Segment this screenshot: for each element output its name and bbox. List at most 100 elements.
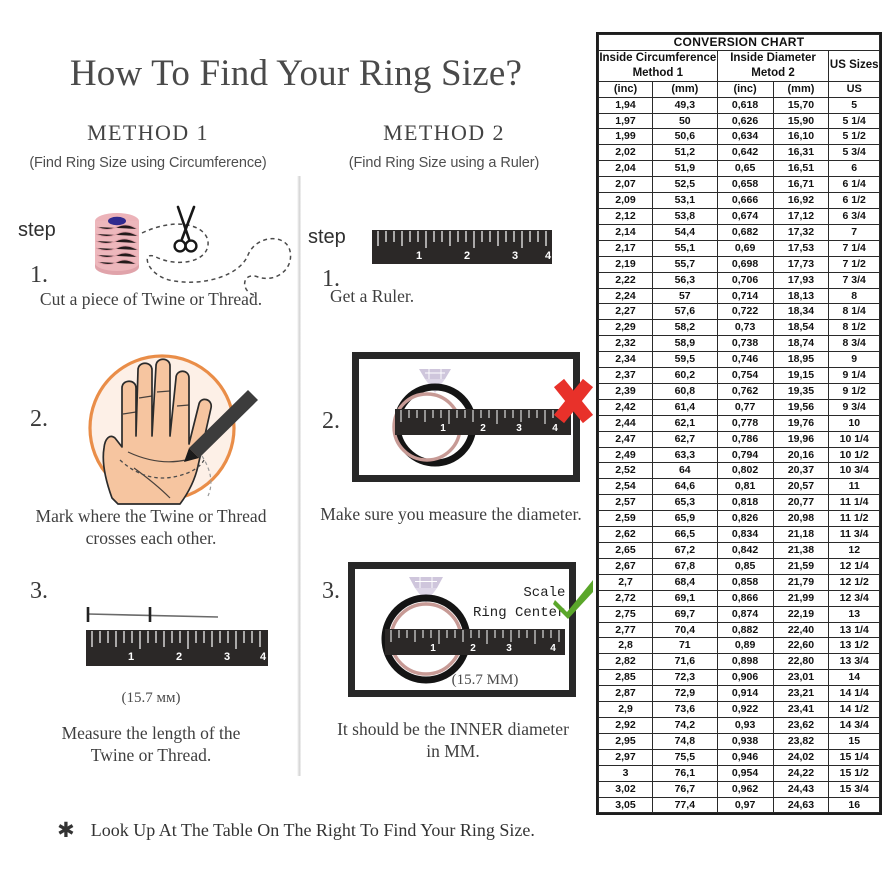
method-2-step-2-caption: Make sure you measure the diameter.: [320, 504, 582, 524]
table-cell-us: 7 1/4: [828, 239, 880, 257]
method-2-step-3-panel: 1 2 3 4: [348, 562, 576, 697]
table-cell-mm1: 53,8: [652, 207, 718, 225]
table-cell-inc1: 2,32: [597, 335, 654, 353]
table-cell-inc2: 0,698: [716, 255, 774, 273]
table-cell-mm1: 51,2: [652, 144, 718, 162]
table-cell-mm2: 16,71: [772, 176, 830, 194]
table-cell-mm2: 22,60: [772, 637, 830, 655]
table-cell-inc2: 0,946: [716, 748, 774, 766]
table-cell-inc1: 2,67: [597, 557, 654, 575]
table-cell-mm2: 17,93: [772, 271, 830, 289]
svg-text:3: 3: [224, 651, 230, 663]
method-divider: [297, 176, 301, 776]
table-row: 2,77 70,4 0,882 22,40 13 1/4: [597, 621, 880, 639]
method-1-column: METHOD 1 (Find Ring Size using Circumfer…: [0, 120, 296, 171]
method-1-step-2-caption: Mark where the Twine or Thread crosses ea…: [35, 506, 267, 549]
table-cell-mm1: 76,1: [652, 764, 718, 782]
table-cell-us: 5 1/2: [828, 128, 880, 146]
table-cell-us: 6: [828, 160, 880, 178]
table-cell-us: 12 1/4: [828, 557, 880, 575]
table-cell-mm2: 19,35: [772, 382, 830, 400]
method-1-title: METHOD 1: [87, 120, 209, 145]
table-cell-inc1: 2,22: [597, 271, 654, 289]
method-2-title: METHOD 2: [383, 120, 505, 145]
hand-with-pen-illustration: [88, 354, 258, 505]
table-row: 2,54 64,6 0,81 20,57 11: [597, 478, 880, 496]
table-cell-inc2: 0,674: [716, 207, 774, 225]
table-row: 1,94 49,3 0,618 15,70 5: [597, 96, 880, 114]
table-cell-inc2: 0,93: [716, 716, 774, 734]
table-cell-mm1: 53,1: [652, 192, 718, 209]
table-cell-inc2: 0,97: [716, 796, 774, 814]
table-cell-inc2: 0,73: [716, 319, 774, 337]
table-cell-mm2: 17,32: [772, 223, 830, 241]
table-row: 2,12 53,8 0,674 17,12 6 3/4: [597, 207, 880, 225]
table-cell-mm1: 72,3: [652, 669, 718, 687]
table-cell-inc1: 2,34: [597, 351, 654, 369]
table-cell-inc1: 2,8: [597, 637, 654, 655]
table-row: 2,34 59,5 0,746 18,95 9: [597, 351, 880, 369]
table-cell-us: 5: [828, 96, 880, 114]
method-2-step-2-number: 2.: [322, 408, 340, 434]
svg-text:3: 3: [512, 250, 518, 262]
svg-text:1: 1: [440, 423, 446, 434]
table-cell-mm1: 54,4: [652, 223, 718, 241]
table-cell-mm1: 74,8: [652, 732, 718, 750]
table-cell-mm1: 50: [652, 112, 718, 130]
table-cell-inc1: 2,95: [597, 732, 654, 750]
table-cell-mm2: 17,12: [772, 207, 830, 225]
footer-text: Look Up At The Table On The Right To Fin…: [90, 820, 535, 840]
table-cell-inc1: 2,27: [597, 303, 654, 321]
table-cell-inc2: 0,77: [716, 398, 774, 416]
table-cell-mm2: 23,21: [772, 685, 830, 703]
table-unit-header-4: US: [828, 80, 880, 98]
table-cell-us: 8 1/4: [828, 303, 880, 321]
infographic-panel: How To Find Your Ring Size? METHOD 1 (Fi…: [0, 53, 594, 842]
table-cell-us: 15 1/2: [828, 764, 880, 782]
table-cell-mm2: 15,90: [772, 112, 830, 130]
table-row: 2,19 55,7 0,698 17,73 7 1/2: [597, 255, 880, 273]
table-cell-inc1: 2,75: [597, 605, 654, 623]
table-cell-inc2: 0,89: [716, 637, 774, 655]
table-row: 2,49 63,3 0,794 20,16 10 1/2: [597, 446, 880, 464]
table-cell-inc1: 2,52: [597, 462, 654, 480]
table-cell-mm1: 70,4: [652, 621, 718, 639]
table-cell-us: 14 1/2: [828, 701, 880, 718]
table-cell-inc2: 0,65: [716, 160, 774, 178]
method-1-step-1-number: 1.: [30, 262, 48, 288]
table-cell-us: 13 3/4: [828, 653, 880, 671]
table-cell-mm1: 55,1: [652, 239, 718, 257]
table-group-header-row: Inside Circumference Method 1 Inside Diame…: [598, 49, 880, 82]
cross-icon: [553, 378, 594, 424]
table-cell-inc1: 2,49: [597, 446, 654, 464]
table-cell-us: 6 1/4: [828, 176, 880, 194]
table-cell-inc2: 0,962: [716, 780, 774, 798]
table-cell-inc1: 3,05: [597, 796, 654, 814]
table-cell-mm1: 71: [652, 637, 718, 655]
table-row: 2,14 54,4 0,682 17,32 7: [597, 223, 880, 241]
table-cell-mm1: 68,4: [652, 573, 718, 591]
table-cell-inc1: 2,29: [597, 319, 654, 337]
measured-thread-and-ruler: 1 2 3 4: [86, 607, 268, 666]
ring-misaligned-ruler-diagram: 1 2 3 4: [392, 369, 571, 467]
table-cell-inc2: 0,826: [716, 510, 774, 528]
table-cell-mm2: 21,38: [772, 542, 830, 559]
table-cell-mm1: 58,9: [652, 335, 718, 353]
table-group-header-1: Inside Diameter Metod 2: [716, 49, 830, 82]
table-cell-mm2: 22,80: [772, 653, 830, 671]
table-cell-inc1: 2,07: [597, 176, 654, 194]
table-cell-mm2: 21,99: [772, 589, 830, 607]
table-row: 2,7 68,4 0,858 21,79 12 1/2: [597, 573, 880, 591]
table-cell-us: 9 3/4: [828, 398, 880, 416]
table-cell-inc1: 2,42: [597, 398, 654, 416]
table-cell-inc2: 0,762: [716, 382, 774, 400]
table-cell-inc1: 2,54: [597, 478, 654, 496]
table-cell-mm1: 59,5: [652, 351, 718, 369]
table-cell-us: 12 1/2: [828, 573, 880, 591]
table-cell-us: 8 1/2: [828, 319, 880, 337]
table-cell-mm2: 20,16: [772, 446, 830, 464]
ring-centered-ruler-diagram: 1 2 3 4: [381, 577, 565, 684]
table-row: 2,47 62,7 0,786 19,96 10 1/4: [597, 430, 880, 448]
table-cell-inc2: 0,634: [716, 128, 774, 146]
table-cell-inc1: 2,9: [597, 701, 654, 718]
